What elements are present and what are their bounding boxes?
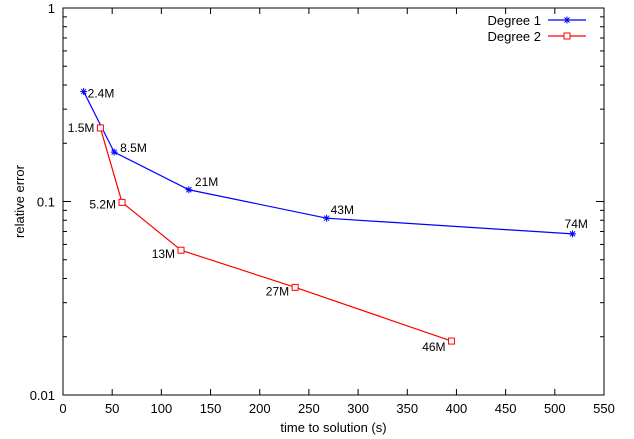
x-tick-label: 0	[59, 401, 66, 416]
data-point	[80, 88, 88, 96]
legend-marker	[563, 16, 571, 24]
data-label: 74M	[565, 217, 588, 231]
data-label: 46M	[422, 340, 445, 354]
data-label: 2.4M	[88, 87, 115, 101]
data-point	[323, 214, 331, 222]
data-point	[118, 198, 126, 206]
series-line	[99, 127, 452, 342]
x-tick-label: 150	[200, 401, 222, 416]
data-point	[177, 246, 185, 254]
data-point	[110, 148, 118, 156]
x-tick-label: 500	[544, 401, 566, 416]
data-point	[569, 230, 577, 238]
x-tick-label: 550	[593, 401, 615, 416]
data-point	[448, 337, 456, 345]
y-tick-label: 0.01	[30, 388, 55, 403]
x-tick-label: 200	[249, 401, 271, 416]
y-axis-title: relative error	[12, 164, 27, 238]
legend-marker	[563, 32, 571, 40]
data-label: 43M	[331, 203, 354, 217]
plot-frame	[62, 7, 605, 396]
x-axis: 0 50 100 150 200 250 300 350 400 450 500 550	[59, 8, 615, 416]
series-1: 2.4M 8.5M 21M 43M 74M	[80, 87, 588, 238]
x-tick-label: 100	[151, 401, 173, 416]
y-axis: 0.01 0.1 1	[30, 1, 604, 403]
data-label: 8.5M	[120, 141, 147, 155]
data-point	[291, 283, 299, 291]
y-tick-label: 1	[48, 1, 55, 16]
x-tick-label: 250	[298, 401, 320, 416]
data-label: 1.5M	[68, 121, 95, 135]
series-2: 1.5M 5.2M 13M 27M 46M	[68, 121, 456, 354]
series-layer: 2.4M 8.5M 21M 43M 74M 1.5M 5.2M 13M 27M 46M	[68, 87, 588, 355]
data-label: 5.2M	[89, 197, 116, 211]
x-axis-title: time to solution (s)	[280, 420, 386, 435]
y-tick-label: 0.1	[37, 195, 55, 210]
x-tick-label: 400	[446, 401, 468, 416]
x-tick-label: 350	[396, 401, 418, 416]
x-tick-label: 50	[105, 401, 119, 416]
data-label: 13M	[152, 247, 175, 261]
legend-label: Degree 2	[488, 29, 541, 44]
x-tick-label: 450	[495, 401, 517, 416]
data-label: 21M	[195, 175, 218, 189]
data-point	[96, 124, 104, 132]
series-line	[83, 91, 573, 235]
legend-label: Degree 1	[488, 13, 541, 28]
data-point	[185, 186, 193, 194]
data-label: 27M	[266, 284, 289, 298]
x-tick-label: 300	[347, 401, 369, 416]
